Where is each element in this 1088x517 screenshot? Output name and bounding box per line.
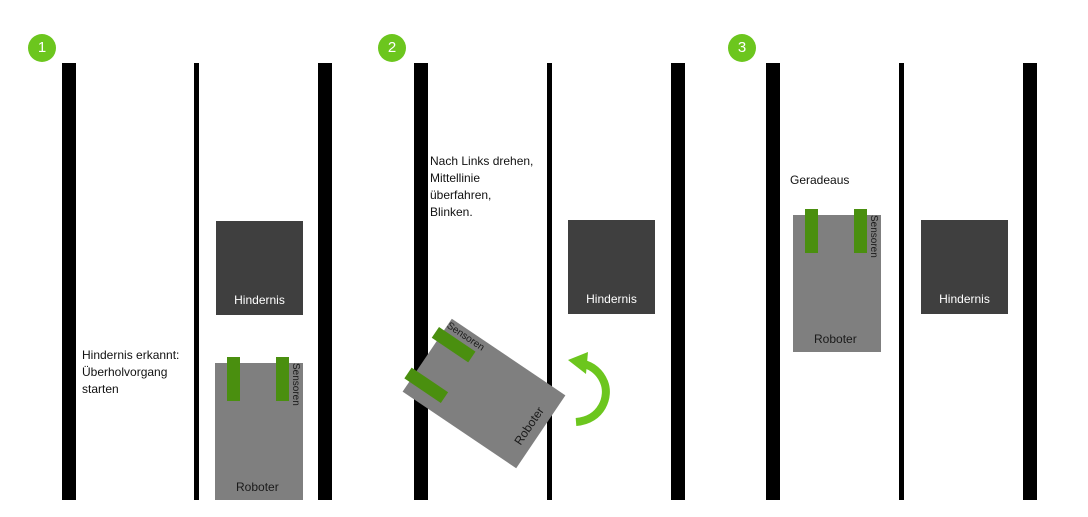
step-badge: 3 bbox=[728, 34, 756, 62]
obstacle-label: Hindernis bbox=[586, 292, 637, 306]
panel-step-2: 2 Nach Links drehen, Mittellinie überfah… bbox=[352, 0, 712, 517]
panel-step-3: 3 Geradeaus Hindernis Sensoren Roboter bbox=[704, 0, 1064, 517]
sensor-left bbox=[404, 367, 449, 403]
lane-line-right bbox=[1023, 63, 1037, 500]
lane-line-left bbox=[414, 63, 428, 500]
step-badge: 2 bbox=[378, 34, 406, 62]
obstacle-label: Hindernis bbox=[939, 292, 990, 306]
lane-line-center bbox=[547, 63, 552, 500]
lane-line-right bbox=[671, 63, 685, 500]
robot-label: Roboter bbox=[511, 404, 547, 448]
lane-line-left bbox=[766, 63, 780, 500]
step-note: Nach Links drehen, Mittellinie überfahre… bbox=[430, 154, 534, 219]
sensor-left bbox=[227, 357, 240, 401]
panel-step-1: 1 Hindernis erkannt: Überholvorgang star… bbox=[0, 0, 360, 517]
lane-line-right bbox=[318, 63, 332, 500]
robot-label: Roboter bbox=[814, 332, 857, 346]
obstacle: Hindernis bbox=[568, 220, 655, 314]
sensor-label: Sensoren bbox=[868, 215, 879, 258]
step-note: Geradeaus bbox=[790, 173, 850, 187]
lane-line-center bbox=[899, 63, 904, 500]
robot-label: Roboter bbox=[236, 480, 279, 494]
robot: Sensoren Roboter bbox=[215, 357, 303, 500]
step-badge: 1 bbox=[28, 34, 56, 62]
step-note: Hindernis erkannt: Überholvorgang starte… bbox=[82, 348, 180, 396]
sensor-left bbox=[805, 209, 818, 253]
robot: Sensoren Roboter bbox=[793, 209, 881, 352]
lane-line-left bbox=[62, 63, 76, 500]
obstacle: Hindernis bbox=[921, 220, 1008, 314]
lane-line-center bbox=[194, 63, 199, 500]
sensor-label: Sensoren bbox=[290, 363, 301, 406]
sensor-right bbox=[276, 357, 289, 401]
sensor-right bbox=[854, 209, 867, 253]
obstacle-label: Hindernis bbox=[234, 293, 285, 307]
obstacle: Hindernis bbox=[216, 221, 303, 315]
rotate-left-arrow-icon bbox=[568, 352, 610, 426]
